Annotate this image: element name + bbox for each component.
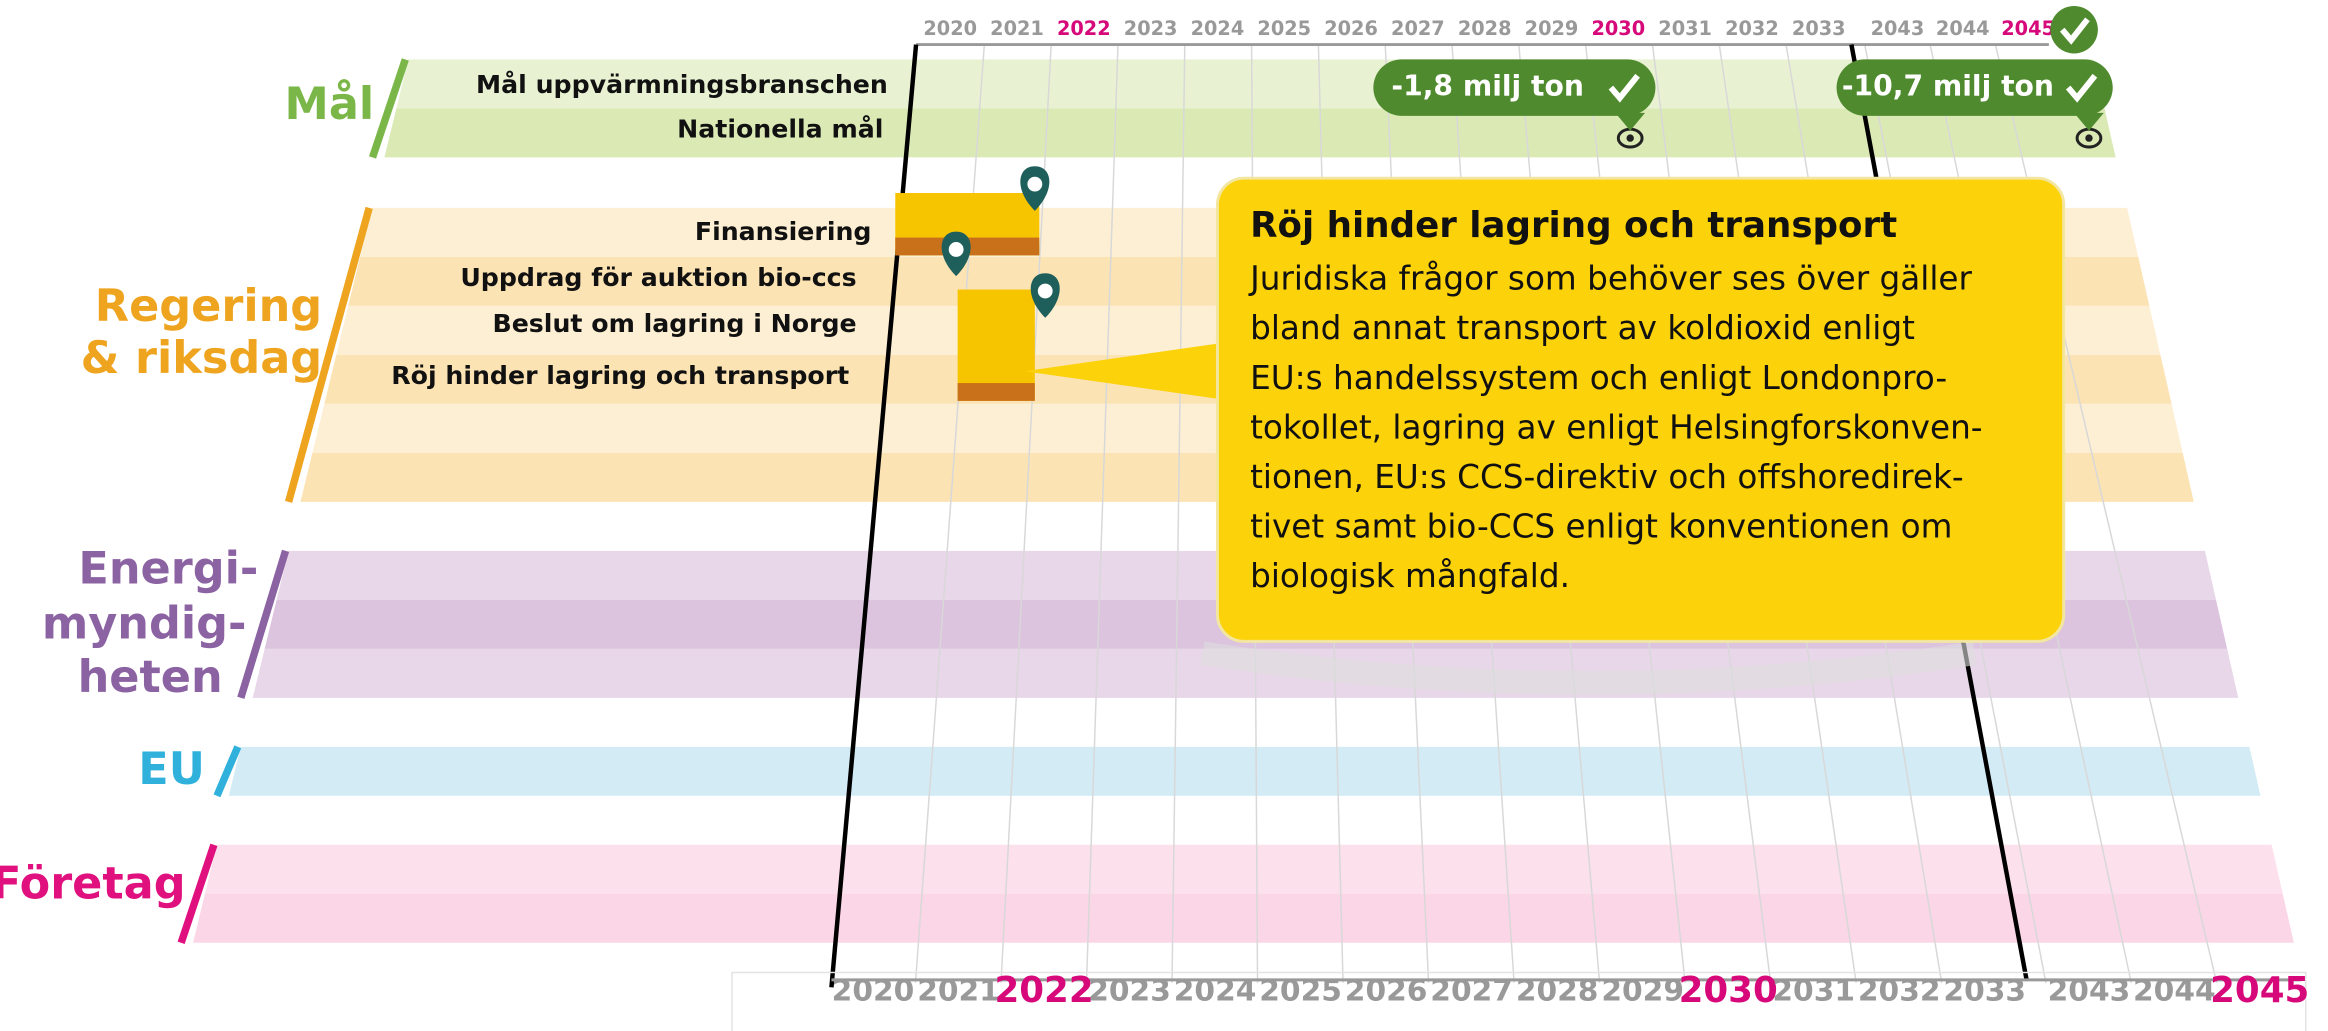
year-top: 2023: [1124, 17, 1178, 40]
group-name: & riksdag: [81, 332, 323, 384]
group-name: Företag: [0, 857, 186, 909]
badge-target-dot: [2085, 134, 2093, 142]
badge-label: -10,7 milj ton: [1842, 70, 2054, 103]
task-block-edge: [957, 383, 1035, 401]
badge-check: [1608, 73, 1640, 103]
year-bottom: 2023: [1088, 973, 1171, 1008]
callout-line: EU:s handelssystem och enligt Londonpro-: [1250, 359, 1947, 397]
callout-shadow: [1200, 641, 1977, 695]
year-top: 2028: [1458, 17, 1512, 40]
pin-dot: [1027, 176, 1043, 192]
grid-line: [914, 44, 986, 983]
goal-check: [2050, 5, 2098, 54]
group-slash: [285, 206, 373, 503]
group-slash: [213, 745, 242, 798]
row-band: [204, 844, 2283, 894]
year-top: 2030: [1591, 17, 1645, 40]
group-slash: [369, 58, 409, 159]
year-bottom: 2043: [2048, 973, 2131, 1008]
row-label: Finansiering: [695, 217, 872, 246]
group-name: Mål: [285, 78, 375, 130]
year-top: 2033: [1792, 17, 1846, 40]
year-bottom: 2031: [1772, 973, 1855, 1008]
year-top: 2032: [1725, 17, 1779, 40]
year-bottom: 2025: [1259, 973, 1342, 1008]
year-bottom: 2024: [1174, 973, 1257, 1008]
grid-line: [1171, 44, 1186, 983]
callout-box: [1215, 176, 2066, 643]
callout-line: tokollet, lagring av enligt Helsingforsk…: [1250, 408, 1982, 446]
row-label: Uppdrag för auktion bio-ccs: [460, 263, 856, 292]
year-top: 2022: [1057, 17, 1111, 40]
year-top: 2029: [1525, 17, 1579, 40]
axis-frame: [731, 971, 2307, 1031]
year-top: 2024: [1191, 17, 1245, 40]
year-top: 2020: [923, 17, 977, 40]
badge-label: -1,8 milj ton: [1391, 70, 1584, 103]
pin-dot: [1037, 283, 1053, 299]
year-bottom: 2033: [1943, 973, 2026, 1008]
year-bottom: 2044: [2133, 973, 2216, 1008]
badge: [1836, 59, 2113, 116]
pin-dot: [948, 242, 964, 257]
row-label: Beslut om lagring i Norge: [492, 309, 856, 338]
year-bottom: 2029: [1601, 973, 1684, 1008]
row-band: [384, 108, 2116, 158]
year-bottom: 2021: [917, 973, 1000, 1008]
year-bottom: 2022: [994, 970, 1093, 1011]
badge-check: [2065, 73, 2098, 103]
group-slash: [237, 549, 290, 699]
year-bottom: 2045: [2210, 970, 2309, 1011]
year-top: 2044: [1936, 17, 1990, 40]
callout-pointer: [1024, 341, 1233, 401]
row-band: [193, 893, 2294, 943]
group-name: heten: [78, 651, 223, 703]
group-slash: [177, 843, 218, 944]
year-bottom: 2027: [1430, 973, 1513, 1008]
group-name: myndig-: [42, 598, 247, 650]
row-band: [396, 59, 2105, 109]
row-band: [228, 746, 2261, 796]
year-bottom: 2020: [832, 973, 915, 1008]
callout-line: tionen, EU:s CCS-direktiv och offshoredi…: [1250, 458, 1964, 496]
year-top: 2021: [990, 17, 1044, 40]
task-block: [957, 289, 1035, 401]
year-bottom: 2026: [1345, 973, 1428, 1008]
callout-line: Juridiska frågor som behöver ses över gä…: [1248, 260, 1972, 298]
goal-check-mark: [2059, 17, 2090, 45]
callout-line: tivet samt bio-CCS enligt konventionen o…: [1250, 508, 1952, 546]
grid-line: [1085, 44, 1119, 983]
badge-target-dot: [1626, 134, 1634, 142]
year-top: 2026: [1324, 17, 1378, 40]
year-top: 2025: [1257, 17, 1311, 40]
group-name: Regering: [95, 280, 322, 332]
group-name: EU: [138, 743, 205, 795]
badge-tail: [1615, 112, 1646, 131]
year-top: 2027: [1391, 17, 1445, 40]
badge: [1373, 59, 1656, 116]
group-name: Energi-: [78, 543, 258, 595]
year-top: 2043: [1871, 17, 1925, 40]
callout-line: biologisk mångfald.: [1250, 557, 1570, 595]
badge-tail: [2074, 112, 2104, 131]
year-bottom: 2032: [1858, 973, 1941, 1008]
year-bottom: 2030: [1679, 970, 1778, 1011]
callout-title: Röj hinder lagring och transport: [1250, 205, 1897, 246]
row-label: Mål uppvärmningsbranschen: [476, 70, 888, 99]
row-label: Röj hinder lagring och transport: [391, 361, 849, 390]
row-label: Nationella mål: [677, 115, 883, 144]
year-bottom: 2028: [1516, 973, 1599, 1008]
year-top: 2045: [2001, 17, 2055, 40]
callout-line: bland annat transport av koldioxid enlig…: [1250, 309, 1915, 347]
year-top: 2031: [1658, 17, 1712, 40]
